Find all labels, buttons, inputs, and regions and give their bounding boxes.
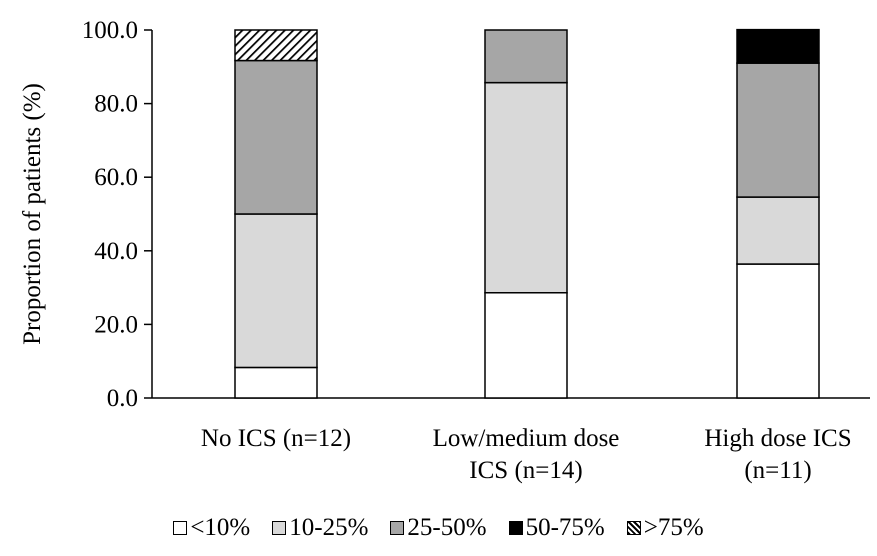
legend-item: <10% [173, 514, 250, 542]
bar-segment [736, 196, 820, 265]
legend-swatch [626, 521, 641, 535]
x-category-label: ICS (n=14) [469, 457, 582, 484]
legend-label: 50-75% [525, 514, 605, 541]
legend-swatch [272, 521, 287, 535]
y-axis-label: Proportion of patients (%) [19, 83, 46, 345]
bar-segment [234, 213, 318, 369]
bar-segment [234, 366, 318, 399]
y-tick-label: 60.0 [94, 164, 138, 191]
legend-swatch [173, 521, 188, 535]
bar-segment [484, 29, 568, 84]
category-labels: No ICS (n=12) Low/medium dose ICS (n=14) Hi… [201, 425, 852, 484]
bar-segment [736, 62, 820, 198]
y-tick-label: 0.0 [107, 385, 138, 412]
legend-label: >75% [643, 514, 704, 541]
legend-label: <10% [190, 514, 251, 541]
y-tick-label: 100.0 [82, 17, 138, 44]
legend-label: 10-25% [289, 514, 369, 541]
legend-label: 25-50% [407, 514, 487, 541]
legend-item: 25-50% [390, 514, 487, 542]
bar-segment [484, 292, 568, 399]
bar-segment [736, 28, 820, 64]
stacked-bar-chart: Proportion of patients (%) 0.0 20.0 40.0 60… [19, 17, 870, 484]
legend-item: 10-25% [272, 514, 368, 542]
legend-item: >75% [626, 514, 704, 542]
y-tick-label: 80.0 [94, 91, 138, 118]
bar-segment [234, 29, 318, 62]
y-tick-label: 40.0 [94, 238, 138, 265]
legend: <10% 10-25% 25-50% 50-75% >75% [0, 506, 877, 550]
legend-item: 50-75% [508, 514, 605, 542]
axes: 0.0 20.0 40.0 60.0 80.0 100.0 [82, 17, 870, 412]
legend-swatch [390, 521, 405, 535]
bars [234, 28, 820, 399]
x-category-label: (n=11) [744, 457, 811, 484]
bar-segment [736, 263, 820, 399]
x-category-label: No ICS (n=12) [201, 425, 351, 452]
x-category-label: Low/medium dose [433, 425, 620, 452]
y-tick-label: 20.0 [94, 311, 138, 338]
legend-swatch [508, 521, 523, 535]
bar-segment [234, 59, 318, 215]
bar-segment [484, 81, 568, 294]
x-category-label: High dose ICS [704, 425, 851, 452]
